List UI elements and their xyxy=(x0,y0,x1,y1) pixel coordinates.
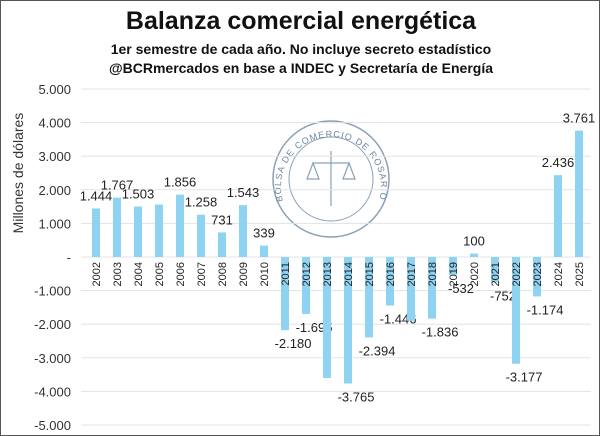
y-tick-label: -1.000 xyxy=(34,284,71,299)
x-tick-label: 2024 xyxy=(553,262,565,286)
data-label: 1.503 xyxy=(122,186,155,201)
x-tick-label: 2009 xyxy=(238,262,250,286)
y-tick-label: -4.000 xyxy=(34,384,71,399)
x-tick-label: 2011 xyxy=(280,262,292,286)
x-tick-label: 2004 xyxy=(133,262,145,286)
data-label: -1.174 xyxy=(527,302,564,317)
x-tick-label: 2003 xyxy=(112,262,124,286)
x-tick-label: 2025 xyxy=(574,262,586,286)
x-tick-label: 2021 xyxy=(490,262,502,286)
data-label: 2.436 xyxy=(542,155,575,170)
x-tick-label: 2007 xyxy=(196,262,208,286)
x-tick-label: 2002 xyxy=(91,262,103,286)
watermark-seal-icon xyxy=(272,120,390,238)
x-tick-label: 2020 xyxy=(469,262,481,286)
bar-2015 xyxy=(365,257,373,338)
bar-2024 xyxy=(554,175,562,257)
bar-2004 xyxy=(134,206,142,257)
bar-2020 xyxy=(470,253,478,257)
x-tick-label: 2016 xyxy=(385,262,397,286)
bar-2021 xyxy=(491,257,499,283)
y-tick-label: 1.000 xyxy=(38,216,71,231)
x-tick-label: 2017 xyxy=(406,262,418,286)
x-tick-label: 2010 xyxy=(259,262,271,286)
y-axis-label: Millones de dólares xyxy=(10,113,26,234)
bar-2012 xyxy=(302,257,310,314)
bar-2016 xyxy=(386,257,394,306)
y-tick-label: 4.000 xyxy=(38,116,71,131)
chart-title: Balanza comercial energética xyxy=(125,7,477,35)
bar-2013 xyxy=(323,257,331,378)
x-tick-label: 2013 xyxy=(322,262,334,286)
x-tick-label: 2012 xyxy=(301,262,313,286)
data-label: 100 xyxy=(463,234,485,249)
chart-source: @BCRmercados en base a INDEC y Secretarí… xyxy=(108,60,494,76)
x-tick-label: 2014 xyxy=(343,262,355,286)
bar-2005 xyxy=(155,204,163,257)
bar-2025 xyxy=(575,130,583,257)
data-label: -532 xyxy=(448,281,474,296)
x-tick-label: 2022 xyxy=(511,262,523,286)
chart-subtitle: 1er semestre de cada año. No incluye sec… xyxy=(110,41,492,57)
data-label: -1.836 xyxy=(422,325,459,340)
bar-2018 xyxy=(428,257,436,319)
bar-2003 xyxy=(113,197,121,257)
x-tick-label: 2023 xyxy=(532,262,544,286)
data-label: 1.856 xyxy=(164,175,197,190)
data-label: 1.543 xyxy=(227,185,260,200)
bar-2017 xyxy=(407,257,415,321)
bar-2009 xyxy=(239,205,247,257)
bar-2022 xyxy=(512,257,520,364)
bar-2023 xyxy=(533,257,541,297)
data-label: -2.394 xyxy=(359,343,396,358)
y-tick-label: 3.000 xyxy=(38,149,71,164)
y-tick-label: -2.000 xyxy=(34,317,71,332)
watermark-scales-icon xyxy=(306,151,356,206)
data-label: 1.258 xyxy=(185,195,218,210)
bar-2010 xyxy=(260,245,268,257)
data-label: -3.765 xyxy=(338,390,375,405)
x-tick-label: 2018 xyxy=(427,262,439,286)
data-label: 1.444 xyxy=(80,188,113,203)
bar-2007 xyxy=(197,214,205,257)
bar-2011 xyxy=(281,257,289,331)
data-label: -3.177 xyxy=(506,370,543,385)
data-label: 3.761 xyxy=(563,111,596,126)
y-tick-label: 5.000 xyxy=(38,82,71,97)
data-label: 1.767 xyxy=(101,178,134,193)
watermark-seal-inner-icon xyxy=(288,136,374,222)
y-tick-label: - xyxy=(67,250,71,265)
x-tick-label: 2008 xyxy=(217,262,229,286)
data-label: 731 xyxy=(211,212,233,227)
y-tick-label: -3.000 xyxy=(34,351,71,366)
x-tick-label: 2015 xyxy=(364,262,376,286)
y-tick-label: -5.000 xyxy=(34,418,71,433)
data-label: -2.180 xyxy=(275,336,312,351)
bar-2019 xyxy=(449,257,457,275)
x-tick-label: 2019 xyxy=(448,262,460,286)
bar-2008 xyxy=(218,232,226,257)
bar-2014 xyxy=(344,257,352,384)
bar-2006 xyxy=(176,194,184,257)
bar-2002 xyxy=(92,208,100,257)
x-tick-label: 2005 xyxy=(154,262,166,286)
y-tick-label: 2.000 xyxy=(38,183,71,198)
data-label: 339 xyxy=(253,226,275,241)
data-label: -752 xyxy=(490,288,516,303)
x-tick-label: 2006 xyxy=(175,262,187,286)
